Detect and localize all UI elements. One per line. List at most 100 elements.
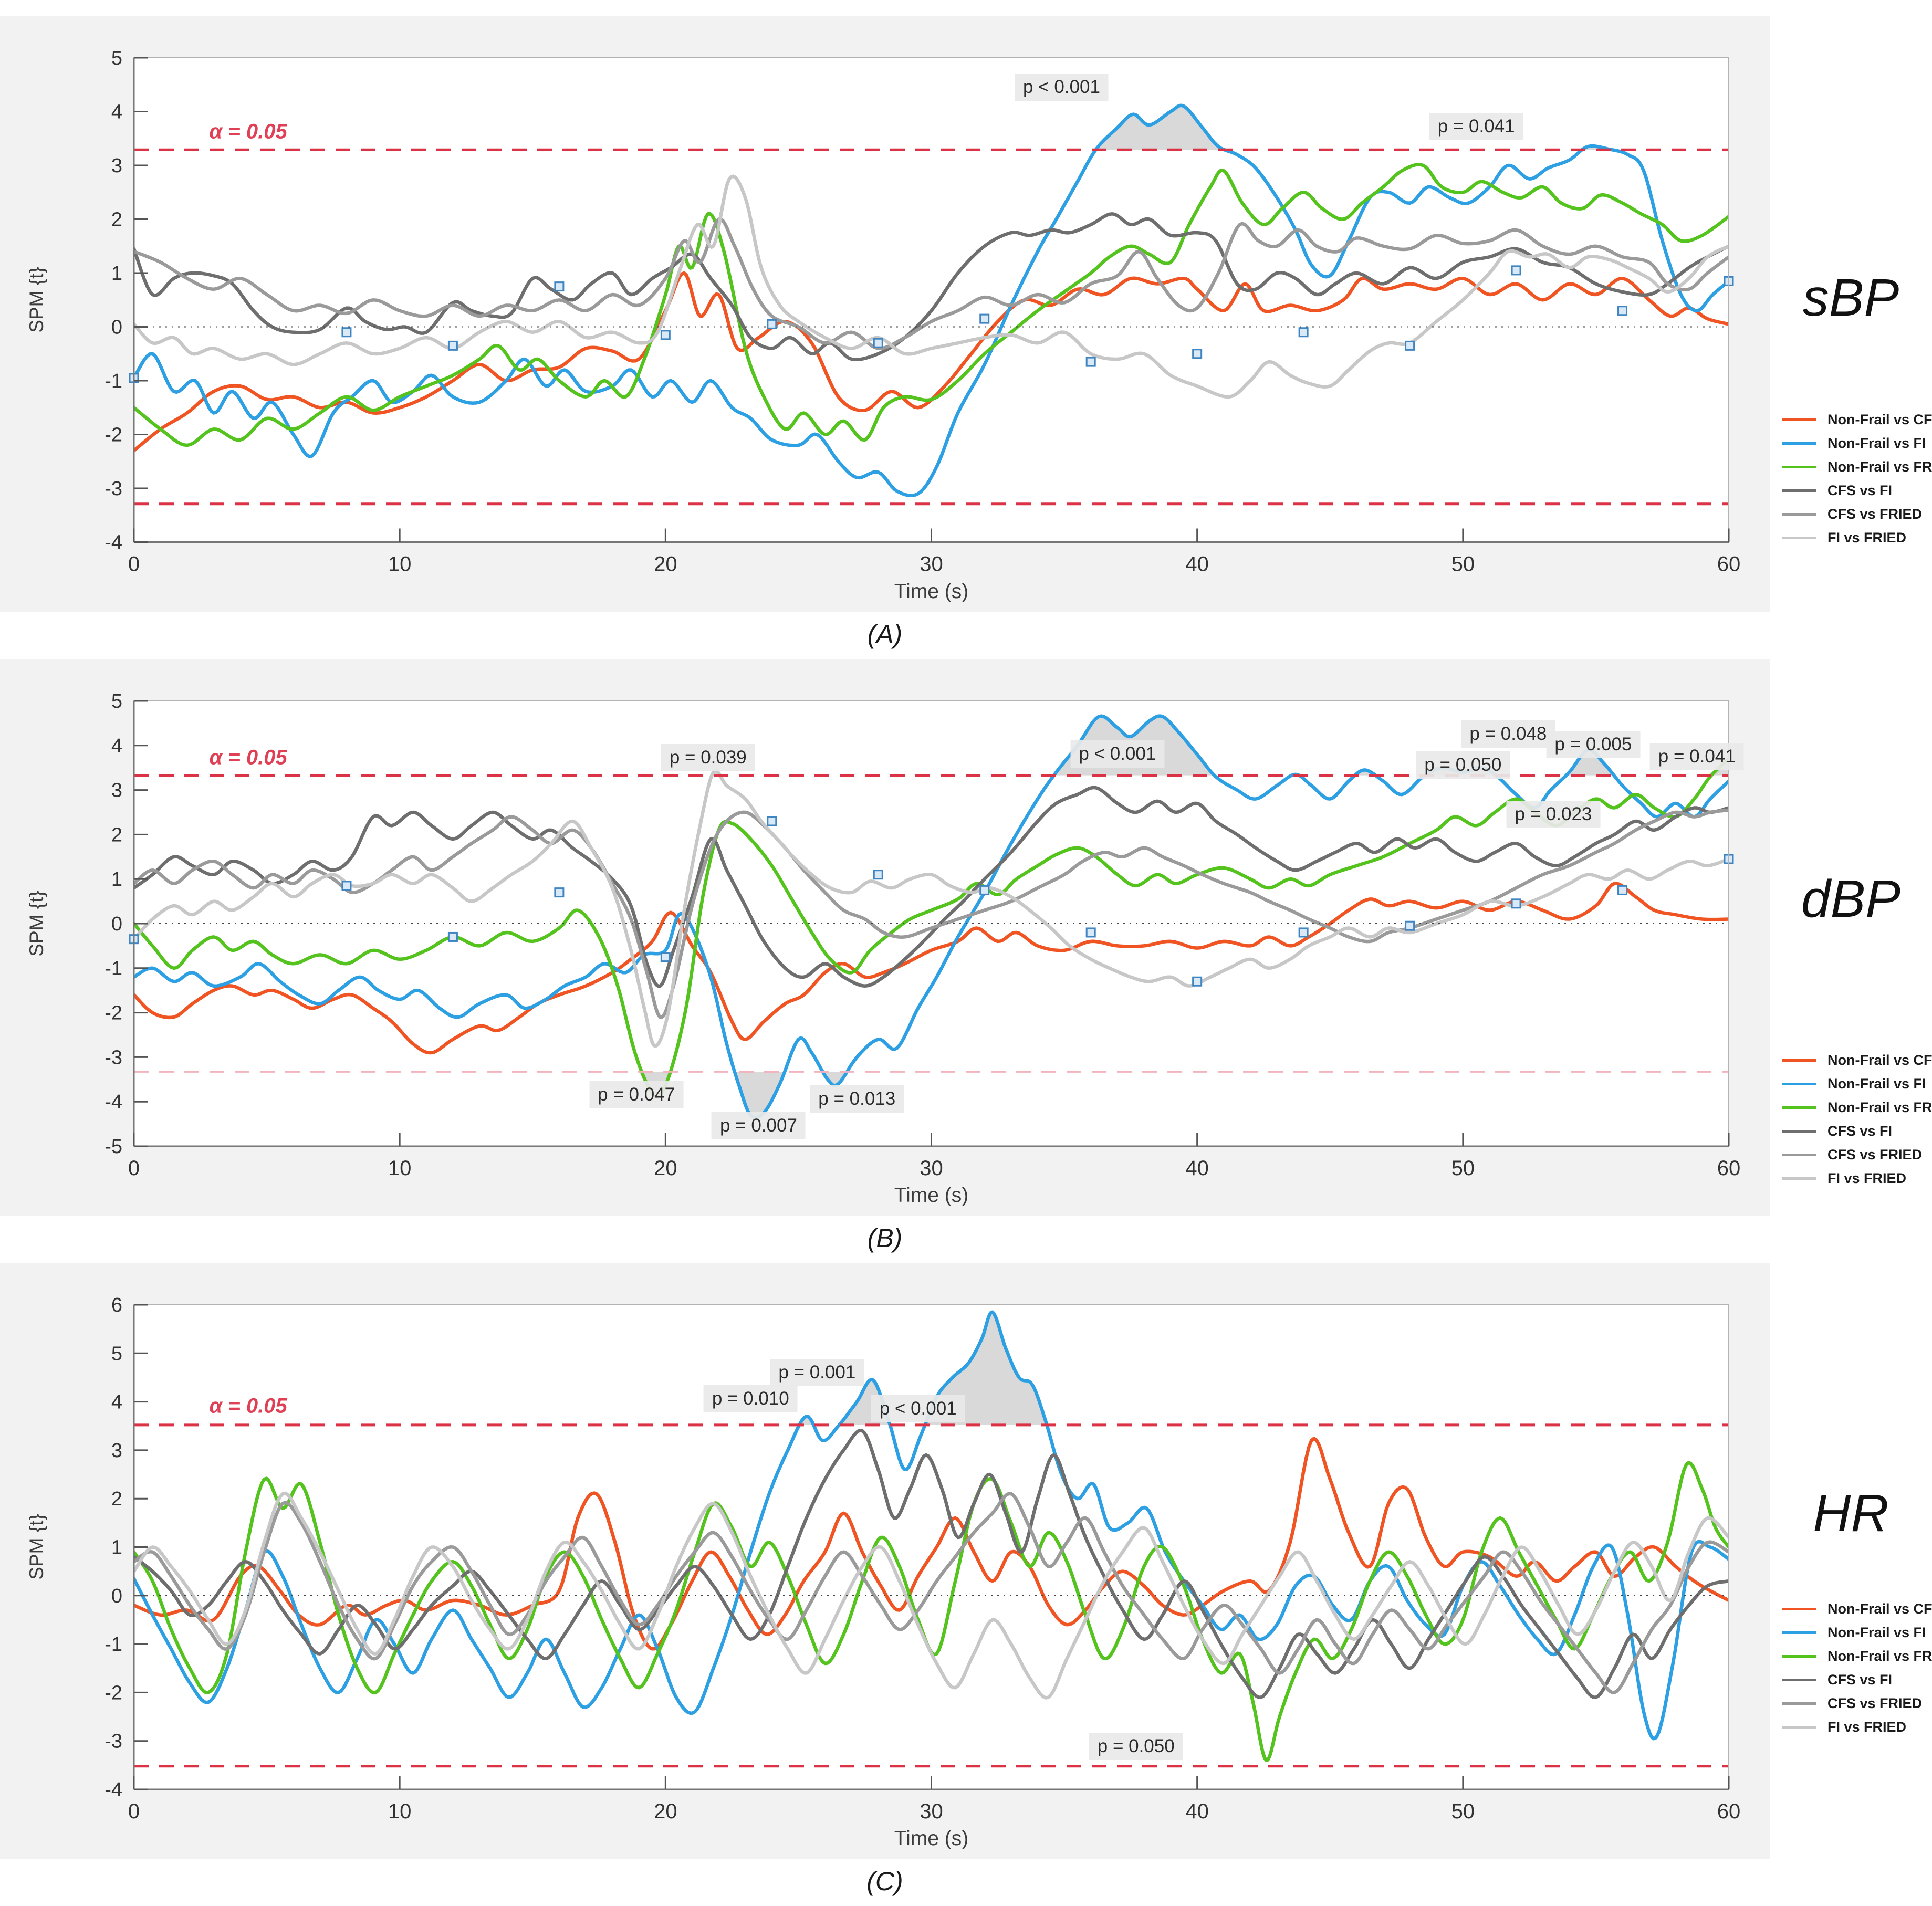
panel-A-title: sBP (1802, 268, 1899, 327)
cluster-marker (767, 319, 777, 329)
x-tick-label: 10 (388, 1800, 412, 1823)
y-tick-label: 0 (111, 1585, 122, 1607)
legend-label: CFS vs FRIED (1827, 1695, 1923, 1711)
legend-item-midgray: CFS vs FRIED (1782, 1147, 1932, 1163)
x-tick-label: 20 (654, 553, 677, 576)
series-lightgray (134, 174, 1729, 399)
cluster-marker (554, 281, 565, 292)
cluster-marker (1298, 927, 1309, 937)
y-tick-label: -4 (105, 1091, 122, 1113)
y-tick-label: 1 (111, 263, 122, 285)
p-value-annotation: p = 0.013 (810, 1085, 904, 1113)
cluster-marker (767, 815, 777, 826)
y-tick-label: 1 (111, 1536, 122, 1558)
cluster-marker (1192, 349, 1203, 359)
y-tick-label: 5 (111, 690, 122, 713)
legend-line-swatch (1782, 1129, 1816, 1133)
legend-line-swatch (1782, 1702, 1816, 1705)
series-midgray (134, 808, 1729, 1019)
cluster-marker (1298, 327, 1309, 338)
panel-C-row: -4 -3 -2 -1 0 1 2 3 4 5 6 0 10 20 30 40 50 60 Time (s) SPM … (0, 1262, 1932, 1906)
legend-item-darkgray: CFS vs FI (1782, 1672, 1932, 1688)
y-tick-label: 4 (111, 101, 122, 123)
x-tick-label: 20 (654, 1800, 677, 1823)
legend-line-swatch (1782, 489, 1816, 492)
cluster-marker (979, 313, 990, 324)
legend-item-darkgray: CFS vs FI (1782, 483, 1932, 499)
legend-line-swatch (1782, 1177, 1816, 1180)
series-green (134, 757, 1729, 1099)
x-axis-label: Time (s) (894, 580, 969, 603)
panel-B-caption: (B) (0, 1215, 1770, 1263)
x-tick-label: 50 (1451, 1157, 1475, 1180)
p-value-annotation: p = 0.047 (589, 1081, 684, 1108)
x-tick-label: 40 (1185, 1800, 1209, 1823)
x-tick-label: 60 (1717, 553, 1741, 576)
x-tick-label: 0 (128, 1800, 140, 1823)
cluster-marker (447, 931, 458, 942)
legend-item-lightgray: FI vs FRIED (1782, 1170, 1932, 1187)
y-tick-label: 2 (111, 824, 122, 846)
legend-label: Non-Frail vs FI (1827, 1075, 1926, 1092)
alpha-level-label: α = 0.05 (209, 120, 287, 143)
legend-label: Non-Frail vs FI (1827, 1624, 1926, 1640)
legend-item-blue: Non-Frail vs FI (1782, 435, 1932, 452)
cluster-marker (554, 887, 565, 897)
panel-C-figure: -4 -3 -2 -1 0 1 2 3 4 5 6 0 10 20 30 40 50 60 Time (s) SPM … (0, 1262, 1770, 1859)
legend-label: CFS vs FI (1827, 1123, 1893, 1139)
x-tick-label: 60 (1717, 1157, 1741, 1180)
legend-line-swatch (1782, 1725, 1816, 1729)
series-green (134, 1461, 1729, 1762)
cluster-marker (1405, 920, 1415, 931)
p-value-annotation: p = 0.048 (1461, 720, 1555, 748)
x-tick-label: 10 (388, 1157, 412, 1180)
legend-item-lightgray: FI vs FRIED (1782, 1719, 1932, 1735)
legend-label: CFS vs FI (1827, 483, 1893, 498)
series-lightgray (134, 1491, 1729, 1700)
y-tick-label: -5 (105, 1136, 122, 1158)
legend-label: CFS vs FRIED (1827, 1146, 1923, 1163)
y-tick-label: -3 (105, 1730, 122, 1752)
panel-A-side: sBP Non-Frail vs CFS Non-Frail vs FI Non-F… (1770, 16, 1932, 659)
legend-line-swatch (1782, 418, 1816, 421)
p-value-annotation: p = 0.001 (770, 1358, 864, 1386)
p-value-annotation: p < 0.001 (1070, 740, 1165, 768)
y-tick-label: -4 (105, 1779, 122, 1801)
y-tick-label: 1 (111, 868, 122, 891)
cluster-marker (1511, 265, 1521, 276)
legend-label: CFS vs FRIED (1827, 506, 1923, 522)
p-value-annotation: p < 0.001 (1015, 74, 1109, 101)
legend-item-green: Non-Frail vs FRIED (1782, 459, 1932, 475)
legend-item-orange: Non-Frail vs CFS (1782, 1601, 1932, 1617)
legend-label: Non-Frail vs FRIED (1827, 1648, 1932, 1664)
legend-line-swatch (1782, 466, 1816, 468)
p-value-annotation: p = 0.007 (712, 1112, 806, 1140)
cluster-marker (341, 327, 352, 338)
legend-line-swatch (1782, 1654, 1816, 1658)
legend-item-blue: Non-Frail vs FI (1782, 1076, 1932, 1092)
cluster-marker (447, 340, 458, 351)
x-tick-label: 30 (920, 553, 943, 576)
legend-label: Non-Frail vs FI (1827, 435, 1926, 451)
y-tick-label: -2 (105, 1002, 122, 1024)
legend-label: Non-Frail vs FRIED (1827, 1099, 1932, 1115)
p-value-annotation: p < 0.001 (871, 1395, 965, 1422)
p-value-annotation: p = 0.050 (1416, 751, 1510, 779)
legend-A: Non-Frail vs CFS Non-Frail vs FI Non-Frail… (1782, 404, 1932, 553)
x-tick-label: 30 (920, 1157, 943, 1180)
legend-label: Non-Frail vs CFS (1827, 1600, 1932, 1617)
panel-A-row: -4 -3 -2 -1 0 1 2 3 4 5 0 10 20 30 40 50 60 Time (s) SPM {… (0, 16, 1932, 659)
panel-B-row: -5 -4 -3 -2 -1 0 1 2 3 4 5 0 10 20 30 40 50 60 Time (s) SPM… (0, 658, 1932, 1263)
y-tick-label: 0 (111, 317, 122, 339)
legend-item-orange: Non-Frail vs CFS (1782, 412, 1932, 428)
x-tick-label: 40 (1185, 553, 1209, 576)
cluster-marker (1085, 927, 1096, 937)
y-tick-label: 0 (111, 913, 122, 935)
legend-line-swatch (1782, 537, 1816, 539)
panel-A-caption: (A) (0, 611, 1770, 659)
cluster-marker (1085, 357, 1096, 367)
p-value-annotation: p = 0.041 (1649, 742, 1744, 770)
legend-label: FI vs FRIED (1827, 1170, 1907, 1186)
cluster-marker (341, 880, 352, 891)
